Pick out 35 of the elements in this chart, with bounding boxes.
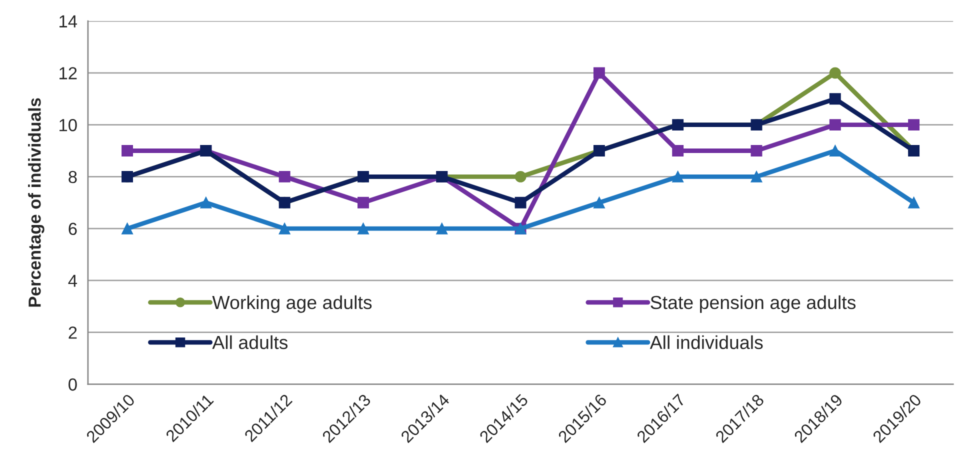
point [672, 145, 684, 156]
point [672, 170, 684, 182]
point [122, 222, 134, 234]
point [908, 119, 920, 131]
point [358, 196, 369, 208]
legend-label: All individuals [650, 335, 763, 350]
point [750, 145, 762, 156]
y-tick-label: 2 [68, 326, 77, 339]
point [514, 196, 526, 208]
point [829, 67, 841, 79]
point [593, 67, 605, 79]
y-tick-label: 10 [60, 118, 77, 132]
point [200, 196, 212, 208]
point [829, 93, 841, 105]
point [278, 222, 290, 234]
legend-label: State pension age adults [650, 295, 856, 313]
y-tick-label: 0 [68, 378, 77, 391]
legend-label: All adults [212, 335, 288, 350]
point [829, 145, 841, 156]
point [436, 222, 448, 234]
y-tick-label: 4 [68, 274, 78, 287]
y-tick-label: 14 [60, 15, 78, 28]
point [750, 170, 762, 182]
point [593, 196, 605, 208]
y-tick-label: 12 [60, 67, 77, 80]
point [278, 170, 290, 182]
point [829, 119, 841, 131]
point [908, 196, 920, 208]
point [122, 145, 134, 156]
y-tick-label: 6 [68, 222, 77, 236]
y-tick-label: 8 [68, 170, 77, 184]
point [358, 222, 369, 234]
legend-label: Working age adults [212, 295, 372, 313]
y-axis-title: Percentage of individuals [28, 98, 44, 307]
point [514, 170, 526, 182]
